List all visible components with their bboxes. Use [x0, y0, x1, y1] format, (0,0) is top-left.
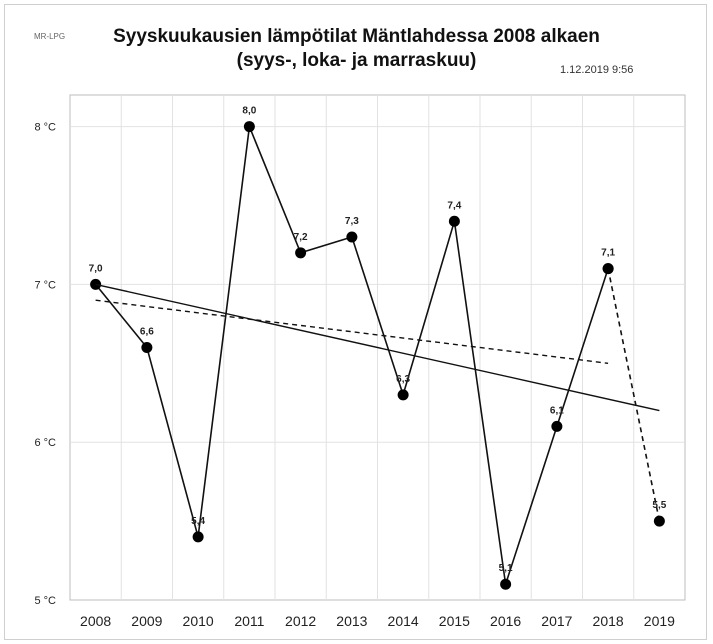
corner-tag: MR-LPG [34, 32, 66, 41]
x-tick-label: 2014 [388, 613, 419, 629]
data-point [602, 263, 614, 275]
x-tick-label: 2009 [131, 613, 162, 629]
data-point [141, 342, 153, 353]
x-tick-label: 2011 [234, 613, 264, 629]
x-tick-label: 2013 [336, 613, 367, 629]
chart-subtitle: (syys-, loka- ja marraskuu) [236, 50, 477, 71]
x-tick-label: 2018 [593, 613, 624, 629]
x-tick-label: 2015 [439, 613, 470, 629]
data-point [500, 578, 512, 590]
trend-line [95, 283, 660, 412]
x-tick-label: 2010 [183, 613, 214, 629]
data-point [346, 231, 358, 243]
data-label: 5,4 [191, 516, 205, 527]
y-tick-label: 7 °C [34, 279, 56, 291]
data-point [295, 247, 307, 259]
data-label: 8,0 [242, 106, 256, 117]
data-label: 7,1 [601, 248, 615, 259]
data-point [653, 515, 665, 527]
data-label: 6,6 [140, 327, 154, 338]
timestamp: 1.12.2019 9:56 [560, 64, 634, 76]
data-point [243, 121, 255, 133]
data-label: 6,3 [396, 374, 410, 385]
data-point [551, 420, 563, 432]
y-tick-label: 8 °C [34, 122, 56, 134]
data-point [192, 531, 204, 543]
data-point [397, 389, 409, 401]
y-tick-label: 6 °C [34, 437, 56, 449]
y-tick-label: 5 °C [34, 595, 56, 607]
data-label: 5,1 [499, 563, 513, 574]
x-tick-label: 2019 [644, 613, 675, 629]
data-label: 5,5 [652, 500, 666, 511]
x-tick-label: 2017 [541, 613, 572, 629]
series-line [607, 268, 661, 522]
data-label: 7,3 [345, 216, 359, 227]
data-label: 7,4 [447, 200, 461, 211]
data-point [448, 215, 460, 227]
data-label: 6,1 [550, 405, 564, 416]
data-label: 7,0 [89, 263, 103, 274]
data-label: 7,2 [294, 232, 308, 243]
x-tick-label: 2016 [490, 613, 521, 629]
chart-title: Syyskuukausien lämpötilat Mäntlahdessa 2… [113, 26, 600, 47]
x-tick-label: 2008 [80, 613, 111, 629]
x-tick-label: 2012 [285, 613, 316, 629]
chart-frame [4, 4, 707, 640]
